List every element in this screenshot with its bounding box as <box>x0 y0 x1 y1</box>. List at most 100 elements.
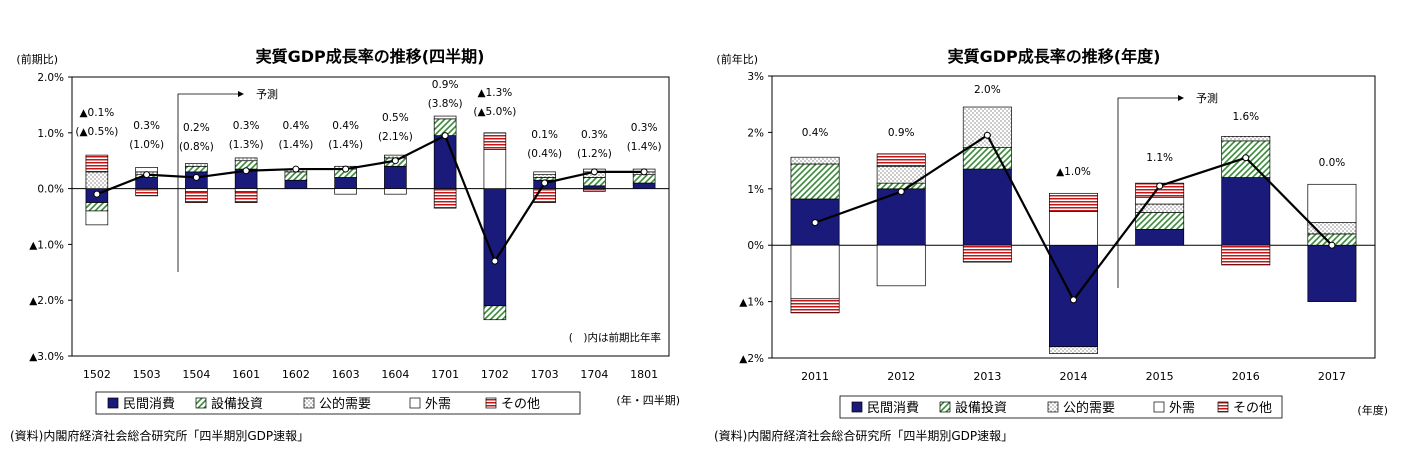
bar-other <box>433 188 457 209</box>
x-tick-label: 1703 <box>531 368 559 381</box>
legend-label-other: その他 <box>501 397 540 412</box>
plot-frame <box>771 75 1376 359</box>
y-axis-label: (前期比) <box>16 52 58 66</box>
annual-gdp-chart-panel: 実質GDP成長率の推移(年度) (前年比) 3% 2% 1% 0% ▲1% ▲2% 2011 20… <box>704 0 1408 462</box>
x-tick-label: 2012 <box>887 370 915 383</box>
bar-investment <box>284 171 308 181</box>
bar-investment <box>483 305 507 321</box>
growth-rate-point <box>143 171 151 179</box>
y-tick-label: ▲1% <box>739 297 764 309</box>
x-tick-label: 2013 <box>973 370 1001 383</box>
bar-external-demand <box>483 149 507 189</box>
legend-swatch-other <box>485 397 497 409</box>
legend-label-investment: 設備投資 <box>955 400 1007 416</box>
x-tick-label: 1701 <box>431 368 459 381</box>
legend-label-other: その他 <box>1233 401 1272 416</box>
x-tick-label: 1602 <box>282 368 310 381</box>
chart-note: ( )内は前期比年率 <box>569 331 661 344</box>
growth-rate-point <box>983 131 991 139</box>
growth-rate-point <box>192 173 200 181</box>
bar-consumption <box>1307 244 1357 302</box>
forecast-bracket <box>1117 97 1178 288</box>
x-tick-label: 1702 <box>481 368 509 381</box>
point-label: 0.9% <box>888 127 915 139</box>
bar-consumption <box>1135 229 1185 246</box>
forecast-arrow-icon <box>1178 95 1184 101</box>
bar-external-demand <box>876 244 926 287</box>
bar-external-demand <box>1135 196 1185 205</box>
bar-consumption <box>632 182 656 189</box>
bar-investment <box>876 182 926 190</box>
point-label: 0.0% <box>1319 157 1346 169</box>
growth-rate-point <box>541 179 549 187</box>
x-axis-label: (年・四半期) <box>616 393 680 407</box>
legend-swatch-investment <box>939 401 951 413</box>
growth-rate-line <box>96 134 645 264</box>
y-tick-label: 1% <box>747 184 764 196</box>
point-label: 0.1% <box>531 129 558 141</box>
growth-rate-point <box>441 132 449 140</box>
annualized-label: (0.8%) <box>179 141 214 153</box>
bar-external-demand <box>185 188 208 192</box>
x-tick-label: 1604 <box>381 368 409 381</box>
legend-swatch-consumption <box>107 397 119 409</box>
growth-rate-point <box>1242 154 1250 162</box>
bar-external-demand <box>433 115 457 120</box>
x-tick-label: 2015 <box>1146 370 1174 383</box>
annualized-label: (1.4%) <box>328 139 363 151</box>
legend-box <box>839 395 1283 419</box>
legend-swatch-external-demand <box>409 397 421 409</box>
x-tick-label: 2011 <box>801 370 829 383</box>
x-tick-label: 1502 <box>83 368 111 381</box>
x-tick-label: 1503 <box>133 368 161 381</box>
y-tick-label: ▲1.0% <box>29 239 64 251</box>
bar-consumption <box>433 135 457 189</box>
bar-other <box>185 191 208 203</box>
bar-external-demand <box>533 171 556 176</box>
bar-consumption <box>1049 244 1098 348</box>
bar-consumption <box>1221 177 1271 246</box>
x-tick-label: 1704 <box>580 368 608 381</box>
bar-consumption <box>284 179 308 189</box>
y-tick-label: 0.0% <box>37 184 64 196</box>
y-tick-label: 2% <box>747 127 764 139</box>
bar-external-demand <box>234 188 258 192</box>
bar-consumption <box>135 177 158 189</box>
annual-gdp-chart: 実質GDP成長率の推移(年度) (前年比) 3% 2% 1% 0% ▲1% ▲2% 2011 20… <box>714 47 1388 443</box>
y-tick-label: 2.0% <box>37 72 64 84</box>
bar-public-demand <box>85 171 109 189</box>
bar-other <box>962 244 1012 263</box>
legend: 民間消費 設備投資 公的需要 外需 その他 <box>839 395 1283 419</box>
growth-rate-point <box>590 168 598 176</box>
legend-label-public-demand: 公的需要 <box>319 396 371 412</box>
annualized-label: (3.8%) <box>428 98 463 110</box>
growth-rate-point <box>391 157 399 165</box>
quarterly-gdp-chart: 実質GDP成長率の推移(四半期) (前期比) 2.0% 1.0% 0.0% ▲1.0% ▲2… <box>10 47 680 443</box>
growth-rate-point <box>342 165 350 173</box>
point-label: 0.4% <box>332 120 359 132</box>
legend-swatch-external-demand <box>1153 401 1165 413</box>
bar-other <box>1049 192 1098 212</box>
bar-other <box>135 188 158 197</box>
bar-public-demand <box>234 157 258 162</box>
point-label: 0.5% <box>382 112 409 124</box>
bar-external-demand <box>85 210 109 226</box>
bar-other <box>583 188 606 192</box>
y-tick-label: ▲3.0% <box>29 351 64 363</box>
legend-swatch-consumption <box>851 401 863 413</box>
annualized-label: (1.4%) <box>627 141 662 153</box>
point-label: 0.9% <box>432 79 459 91</box>
quarterly-gdp-chart-panel: 実質GDP成長率の推移(四半期) (前期比) 2.0% 1.0% 0.0% ▲1.0% ▲2… <box>0 0 704 462</box>
bar-public-demand <box>1049 346 1098 354</box>
point-label: 2.0% <box>974 84 1001 96</box>
legend-swatch-investment <box>195 397 207 409</box>
bar-investment <box>85 202 109 212</box>
legend-label-public-demand: 公的需要 <box>1063 400 1115 416</box>
y-axis-label: (前年比) <box>716 52 758 66</box>
legend-label-investment: 設備投資 <box>211 396 263 412</box>
bar-public-demand <box>533 174 556 178</box>
bar-public-demand <box>790 156 840 165</box>
plot-frame <box>71 76 670 357</box>
bar-public-demand <box>1221 135 1271 142</box>
annualized-label: (1.0%) <box>129 139 164 151</box>
